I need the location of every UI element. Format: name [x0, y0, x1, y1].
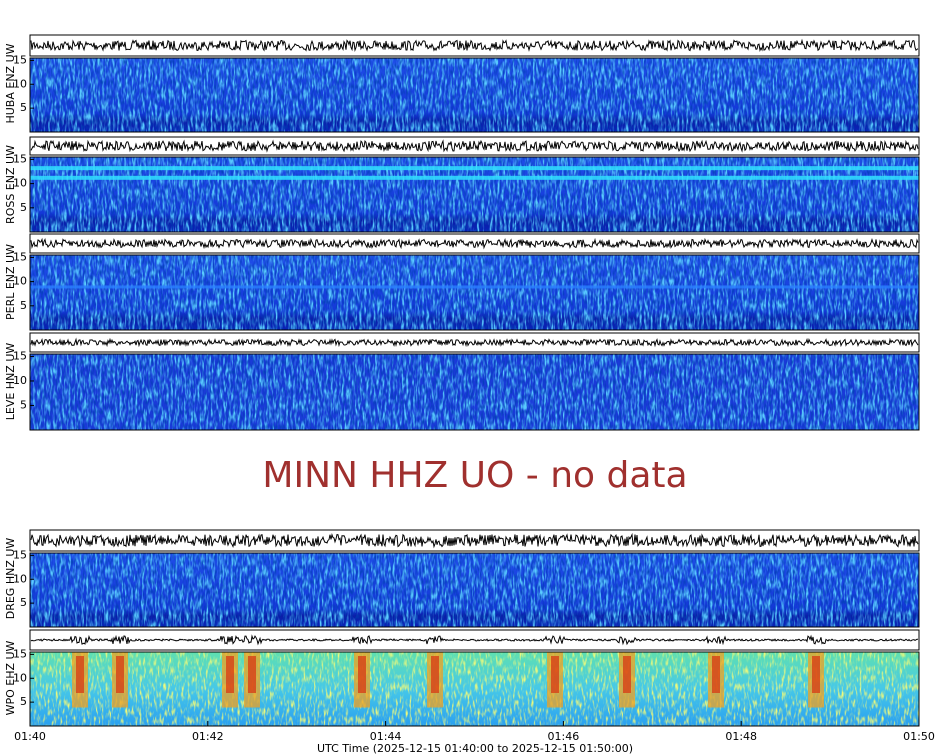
station-label: LEVE HNZ UW — [4, 343, 17, 421]
x-tick-label: 01:40 — [14, 730, 46, 743]
y-tick-label: 5 — [20, 695, 27, 708]
y-tick-label: 5 — [20, 596, 27, 609]
x-tick-label: 01:48 — [725, 730, 757, 743]
station-label: HUBA ENZ UW — [4, 43, 17, 123]
spectral-line — [30, 175, 919, 180]
spectrogram-frame — [29, 552, 920, 628]
event-core — [76, 656, 84, 693]
event-core — [623, 656, 631, 693]
event-core — [358, 656, 366, 693]
spectrogram-frame — [29, 156, 920, 233]
station-label: PERL ENZ UW — [4, 244, 17, 320]
x-tick-label: 01:50 — [903, 730, 935, 743]
waveform — [30, 337, 919, 348]
y-tick-label: 15 — [13, 647, 27, 660]
y-tick-label: 5 — [20, 398, 27, 411]
x-axis-label: UTC Time (2025-12-15 01:40:00 to 2025-12… — [317, 742, 633, 755]
y-tick-label: 5 — [20, 201, 27, 214]
event-core — [712, 656, 720, 693]
spectrogram-frame — [29, 353, 920, 431]
spectral-line — [30, 285, 919, 289]
station-label: DREG HNZ UW — [4, 538, 17, 620]
x-tick-label: 01:42 — [192, 730, 224, 743]
waveform — [30, 38, 919, 52]
event-core — [551, 656, 559, 693]
y-tick-label: 15 — [13, 152, 27, 165]
spectrogram-dark — [30, 255, 919, 330]
y-tick-label: 15 — [13, 349, 27, 362]
waveform-box — [29, 233, 920, 254]
waveform — [30, 237, 919, 250]
y-tick-label: 10 — [13, 177, 27, 190]
station-label: WPO EHZ UW — [4, 640, 17, 715]
x-tick-label: 01:44 — [370, 730, 402, 743]
event-core — [116, 656, 124, 693]
spectral-line — [30, 166, 919, 171]
waveform — [30, 532, 919, 549]
event-core — [812, 656, 820, 693]
y-tick-label: 5 — [20, 299, 27, 312]
y-tick-label: 15 — [13, 250, 27, 263]
y-tick-label: 10 — [13, 77, 27, 90]
spectrogram-dark — [30, 58, 919, 132]
y-tick-label: 5 — [20, 101, 27, 114]
y-tick-label: 15 — [13, 53, 27, 66]
event-core — [431, 656, 439, 693]
y-tick-label: 15 — [13, 548, 27, 561]
waveform — [30, 634, 918, 646]
spectrogram-noise — [30, 652, 919, 726]
x-tick-label: 01:46 — [548, 730, 580, 743]
waveform — [30, 139, 919, 153]
y-tick-label: 10 — [13, 572, 27, 585]
y-tick-label: 10 — [13, 671, 27, 684]
spectrogram-dark — [30, 354, 919, 430]
y-tick-label: 10 — [13, 374, 27, 387]
no-data-message: MINN HHZ UO - no data — [262, 455, 687, 496]
spectrogram-frame — [29, 57, 920, 133]
event-core — [226, 656, 234, 693]
station-label: ROSS ENZ UW — [4, 145, 17, 224]
spectrogram-dark — [30, 553, 919, 627]
y-tick-label: 10 — [13, 275, 27, 288]
event-core — [248, 656, 256, 693]
spectrogram-frame — [29, 651, 920, 727]
spectrogram-frame — [29, 254, 920, 331]
